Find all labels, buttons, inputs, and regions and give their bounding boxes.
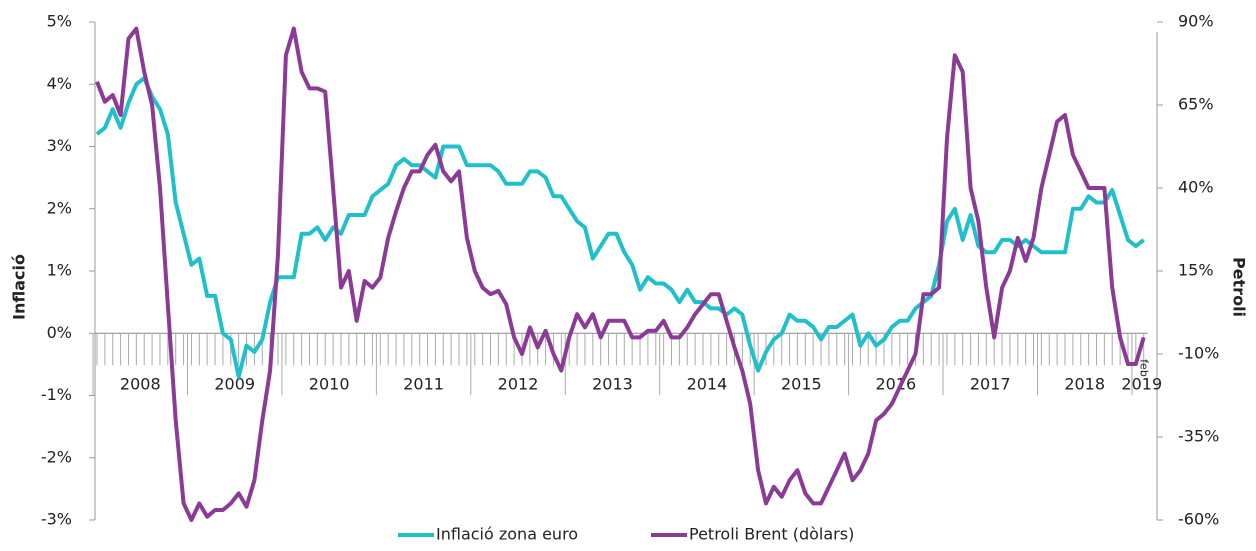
y-tick-label: -1% [41,385,72,404]
y-tick-label: 1% [47,261,72,280]
year-label: 2018 [1064,375,1105,394]
year-label: 2008 [120,375,161,394]
y2-tick-label: 65% [1178,95,1214,114]
year-label: 2019 [1121,375,1162,394]
year-label: 2010 [309,375,350,394]
year-label: 2012 [498,375,539,394]
year-label: 2015 [781,375,822,394]
y2-tick-label: 90% [1178,12,1214,31]
y2-tick-label: -60% [1178,510,1219,529]
year-label: 2016 [875,375,916,394]
y-tick-label: 0% [47,323,72,342]
legend-label: Petroli Brent (dòlars) [689,525,854,544]
y-tick-label: 4% [47,74,72,93]
y2-tick-label: -10% [1178,344,1219,363]
year-label: 2014 [687,375,728,394]
series-line [95,26,1146,522]
y-tick-label: 5% [47,12,72,31]
y-tick-label: -2% [41,447,72,466]
y2-tick-label: -35% [1178,427,1219,446]
y-tick-label: -3% [41,510,72,529]
year-label: 2009 [214,375,255,394]
y-tick-label: 3% [47,136,72,155]
year-label: 2013 [592,375,633,394]
annotation: feb [1138,359,1151,377]
y-tick-label: 2% [47,198,72,217]
year-label: 2017 [970,375,1011,394]
y2-tick-label: 15% [1178,261,1214,280]
series-line [95,76,1145,379]
legend-label: Inflació zona euro [436,525,578,544]
year-label: 2011 [403,375,444,394]
y2-axis-label: Petroli [1230,257,1249,317]
y2-tick-label: 40% [1178,178,1214,197]
y-axis-label: Inflació [10,254,29,320]
